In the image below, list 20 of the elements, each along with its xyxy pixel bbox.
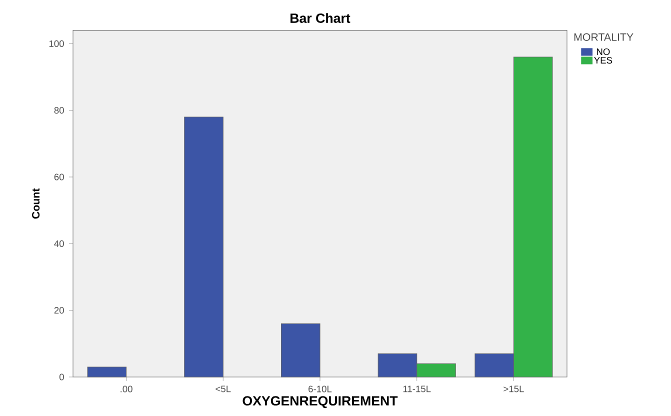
x-tick-label: 6-10L bbox=[308, 386, 332, 392]
bar bbox=[184, 116, 224, 378]
y-axis-title: Count bbox=[32, 188, 40, 219]
y-tick-label: 20 bbox=[54, 307, 64, 314]
y-tick-label: 100 bbox=[49, 40, 64, 47]
y-tick-label: 0 bbox=[59, 374, 64, 380]
bar bbox=[280, 323, 320, 378]
legend-label: YES bbox=[594, 56, 612, 64]
x-axis-title: OXYGENREQUIREMENT bbox=[242, 396, 398, 408]
y-tick-label: 80 bbox=[54, 107, 64, 114]
x-tick-label: 11-15L bbox=[403, 386, 431, 392]
y-tick-label: 60 bbox=[54, 174, 64, 180]
x-tick-label: .00 bbox=[120, 386, 132, 392]
chart-title: Bar Chart bbox=[290, 13, 350, 23]
legend-title: MORTALITY bbox=[574, 33, 634, 41]
bar bbox=[87, 366, 127, 378]
legend-label: NO bbox=[596, 48, 610, 56]
x-tick-label: >15L bbox=[504, 386, 524, 392]
y-tick-label: 40 bbox=[54, 240, 64, 247]
x-tick-label: <5L bbox=[216, 386, 231, 392]
